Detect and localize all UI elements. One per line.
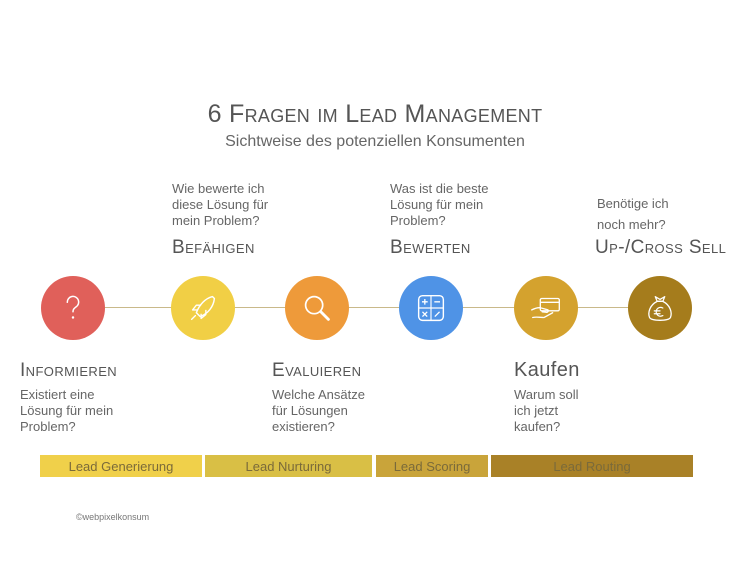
copyright: ©webpixelkonsum	[76, 512, 150, 522]
page-subtitle: Sichtweise des potenziellen Konsumenten	[225, 133, 525, 150]
step-circle-kaufen	[514, 276, 578, 340]
question-informieren: Existiert eine Lösung für mein Problem?	[20, 387, 114, 434]
step-circle-bewerten	[399, 276, 463, 340]
stage-kaufen: Kaufen	[514, 359, 580, 381]
step-circle-up-cross-sell	[628, 276, 692, 340]
band-lead-nurturing: Lead Nurturing	[205, 455, 372, 477]
question-mark-icon	[66, 295, 80, 319]
rocket-icon	[190, 295, 216, 321]
magnifier-icon	[304, 295, 330, 321]
step-circle-informieren	[41, 276, 105, 340]
money-bag-icon	[648, 295, 672, 322]
card-payment-icon	[531, 297, 560, 319]
question-befaehigen: Wie bewerte ich diese Lösung für mein Pr…	[172, 181, 269, 228]
step-circle-befaehigen	[171, 276, 235, 340]
timeline-line	[70, 307, 660, 308]
question-kaufen: Warum soll ich jetzt kaufen?	[514, 387, 579, 434]
stage-up-cross-sell: Up-/Cross Sell	[595, 237, 727, 258]
stage-bewerten: Bewerten	[390, 237, 471, 258]
stage-befaehigen: Befähigen	[172, 237, 255, 258]
band-lead-generierung: Lead Generierung	[40, 455, 202, 477]
calculator-icon	[417, 294, 445, 322]
band-lead-routing: Lead Routing	[491, 455, 693, 477]
question-up-cross-sell: Benötige ich noch mehr?	[597, 196, 669, 232]
question-evaluieren: Welche Ansätze für Lösungen existieren?	[272, 387, 365, 434]
stage-informieren: Informieren	[20, 360, 118, 381]
question-bewerten: Was ist die beste Lösung für mein Proble…	[390, 181, 489, 228]
stage-evaluieren: Evaluieren	[272, 360, 362, 381]
band-lead-scoring: Lead Scoring	[376, 455, 488, 477]
step-circle-evaluieren	[285, 276, 349, 340]
page-title: 6 Fragen im Lead Management	[207, 100, 543, 128]
